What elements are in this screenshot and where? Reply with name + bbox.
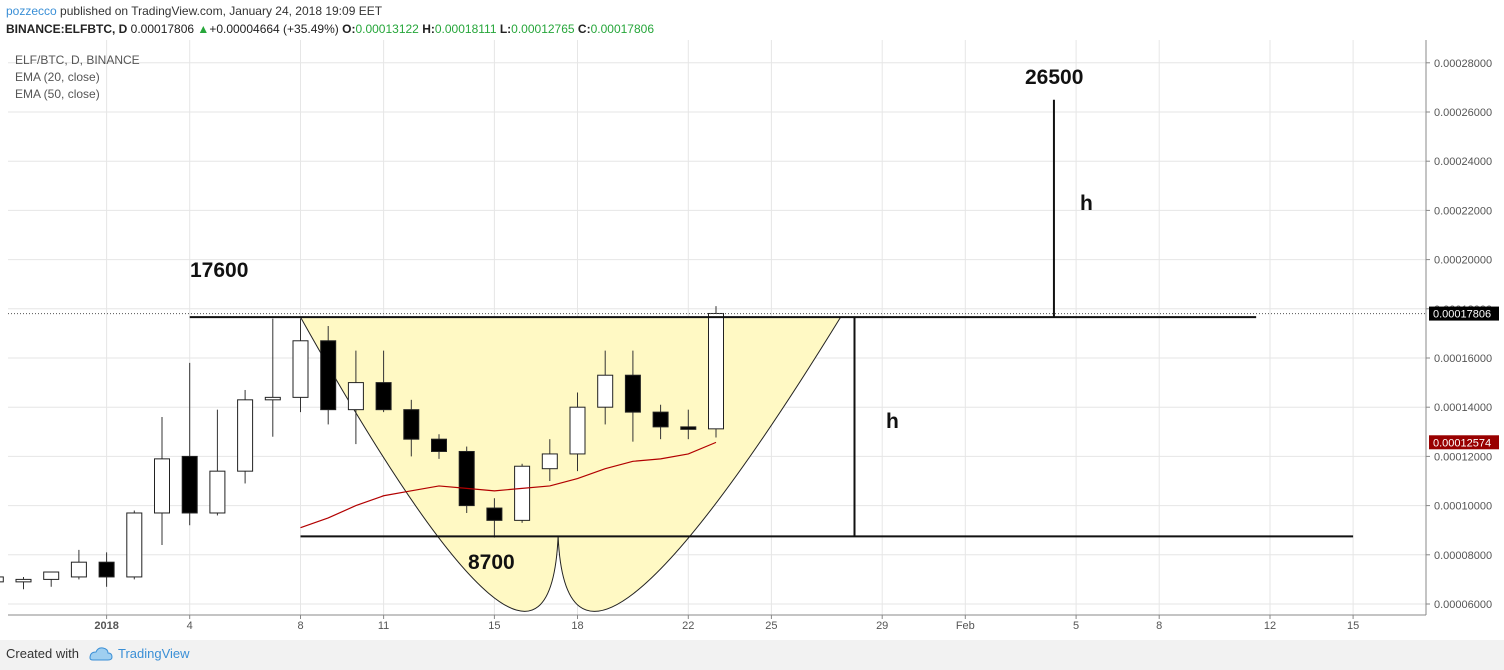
candle-up <box>597 374 614 408</box>
candle-up <box>541 453 558 470</box>
candle-up <box>126 512 143 578</box>
candle-down <box>486 507 503 521</box>
time-tick-label: 8 <box>1156 620 1162 632</box>
close-value: 0.00017806 <box>590 22 654 36</box>
footer-bar: Created with TradingView <box>0 640 1504 670</box>
published-text: published on TradingView.com, January 24… <box>60 4 383 18</box>
price-tick-label: 0.00024000 <box>1434 156 1492 168</box>
low-label: L: <box>499 22 512 36</box>
price-tag-box <box>1429 435 1499 450</box>
time-tick-label: 15 <box>488 620 500 632</box>
candle-down <box>680 426 697 430</box>
price-tick-label: 0.00020000 <box>1434 255 1492 267</box>
time-tick-label: 29 <box>876 620 888 632</box>
author-link[interactable]: pozzecco <box>6 4 57 18</box>
price-tick-label: 0.00028000 <box>1434 58 1492 70</box>
price-tag-label: 0.00012574 <box>1433 437 1491 449</box>
tradingview-brand-link[interactable]: TradingView <box>118 646 190 661</box>
candle-down <box>624 374 641 413</box>
candle-down <box>181 455 198 514</box>
ohlc-line: BINANCE:ELFBTC, D 0.00017806 ▲+0.0000466… <box>6 22 654 36</box>
ema-line <box>300 441 717 529</box>
time-tick-label: 25 <box>765 620 777 632</box>
price-tick-label: 0.00022000 <box>1434 205 1492 217</box>
candle-up <box>569 406 586 455</box>
time-tick-label: 15 <box>1347 620 1359 632</box>
open-label: O: <box>342 22 356 36</box>
drawing-annotations: 17600 8700 26500 h h <box>8 66 1426 574</box>
time-tick-label: 22 <box>682 620 694 632</box>
price-tick-label: 0.00026000 <box>1434 107 1492 119</box>
publish-info: pozzecco published on TradingView.com, J… <box>6 4 382 18</box>
price-tick-label: 0.00012000 <box>1434 451 1492 463</box>
price-tick-label: 0.00006000 <box>1434 599 1492 611</box>
legend-ema50[interactable]: EMA (50, close) <box>15 87 100 101</box>
legend-symbol: ELF/BTC, D, BINANCE <box>15 53 140 67</box>
candle-up <box>15 578 32 583</box>
candle-up <box>514 465 531 521</box>
candle-down <box>403 409 420 440</box>
candle-up <box>708 312 724 430</box>
candle-up <box>70 561 87 578</box>
target-label: 26500 <box>1025 66 1083 89</box>
high-value: 0.00018111 <box>434 22 497 36</box>
price-tick-label: 0.00014000 <box>1434 402 1492 414</box>
candle-down <box>652 411 669 428</box>
cup-pattern-shape <box>299 316 842 612</box>
candle-down <box>431 438 447 452</box>
time-tick-label: 11 <box>378 620 389 632</box>
legend-ema20[interactable]: EMA (20, close) <box>15 70 100 84</box>
high-label: H: <box>422 22 435 36</box>
candle-up <box>154 458 170 514</box>
price-tag-box <box>1429 306 1499 321</box>
support-label: 8700 <box>468 551 515 574</box>
candle-up <box>347 382 364 411</box>
price-tick-label: 0.00008000 <box>1434 550 1492 562</box>
axes-group: 0.00006000 0.00008000 0.00010000 0.00012000… <box>8 40 1499 632</box>
time-tick-label: Feb <box>956 620 975 632</box>
time-tick-label: 12 <box>1264 620 1276 632</box>
height-label-cup: h <box>886 410 899 433</box>
open-value: 0.00013122 <box>355 22 419 36</box>
candle-up <box>292 340 309 398</box>
price-tick-label: 0.00016000 <box>1434 353 1492 365</box>
change-arrow-icon: ▲ <box>197 22 210 36</box>
height-label-target: h <box>1080 192 1093 215</box>
candle-up <box>209 470 226 514</box>
candle-up <box>0 576 4 583</box>
close-label: C: <box>577 22 591 36</box>
candles-group <box>0 306 724 590</box>
last-price: 0.00017806 <box>130 22 195 36</box>
symbol-line: BINANCE:ELFBTC, D <box>6 22 128 36</box>
price-tag-label: 0.00017806 <box>1433 309 1491 321</box>
candle-down <box>458 450 475 507</box>
candle-up <box>43 571 60 580</box>
candle-down <box>320 340 337 411</box>
time-tick-label: 8 <box>297 620 303 632</box>
created-with-text: Created with <box>6 646 79 661</box>
tradingview-logo-icon <box>89 647 113 661</box>
candle-down <box>375 382 392 411</box>
resistance-label: 17600 <box>190 259 248 282</box>
candle-up <box>264 396 281 401</box>
candle-up <box>237 399 254 472</box>
change-value: +0.00004664 (+35.49%) <box>209 22 339 36</box>
time-tick-label: 5 <box>1073 620 1079 632</box>
candle-down <box>98 561 115 578</box>
chart-header: pozzecco published on TradingView.com, J… <box>0 0 1504 40</box>
time-tick-label: 18 <box>571 620 583 632</box>
price-tick-label: 0.00010000 <box>1434 501 1492 513</box>
low-value: 0.00012765 <box>511 22 575 36</box>
time-tick-label: 2018 <box>94 620 118 632</box>
time-tick-label: 4 <box>187 620 193 632</box>
